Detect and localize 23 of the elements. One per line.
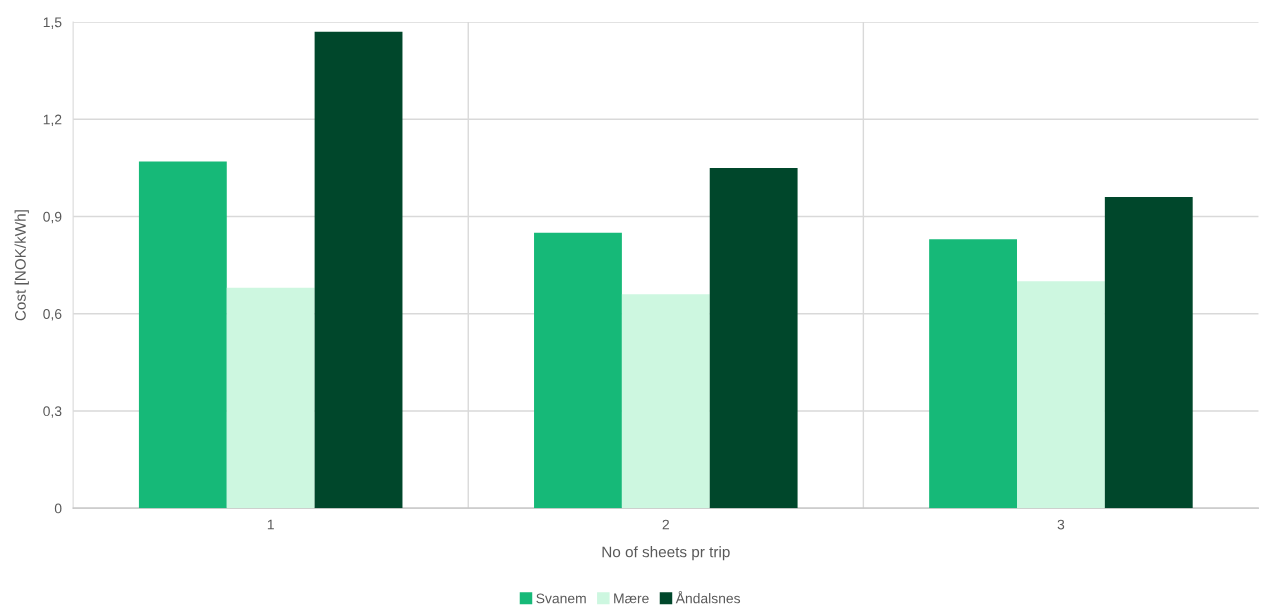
legend-label: Svanem xyxy=(536,593,586,604)
bar xyxy=(709,167,798,509)
x-tick-label: 3 xyxy=(1057,519,1065,530)
x-tick-label: 1 xyxy=(267,519,274,530)
bar xyxy=(534,232,622,509)
bar xyxy=(1017,281,1105,509)
bar xyxy=(1104,197,1193,509)
y-axis-title: Cost [NOK/kWh] xyxy=(14,210,29,321)
legend-label: Mære xyxy=(614,593,649,604)
y-tick-label: 1,5 xyxy=(43,17,62,29)
y-tick-label: 0,3 xyxy=(43,406,62,418)
bar xyxy=(226,287,315,509)
y-tick-label: 0 xyxy=(54,503,62,514)
bar xyxy=(138,161,227,509)
y-tick-label: 0,6 xyxy=(43,309,62,321)
bar xyxy=(621,294,710,509)
bar xyxy=(314,31,403,509)
x-axis-title: No of sheets pr trip xyxy=(602,546,730,561)
legend-label: Åndalsnes xyxy=(675,591,741,604)
y-tick-label: 0,9 xyxy=(43,211,62,224)
y-tick-label: 1,2 xyxy=(43,114,62,127)
bar xyxy=(929,239,1017,509)
x-tick-label: 2 xyxy=(662,519,669,530)
